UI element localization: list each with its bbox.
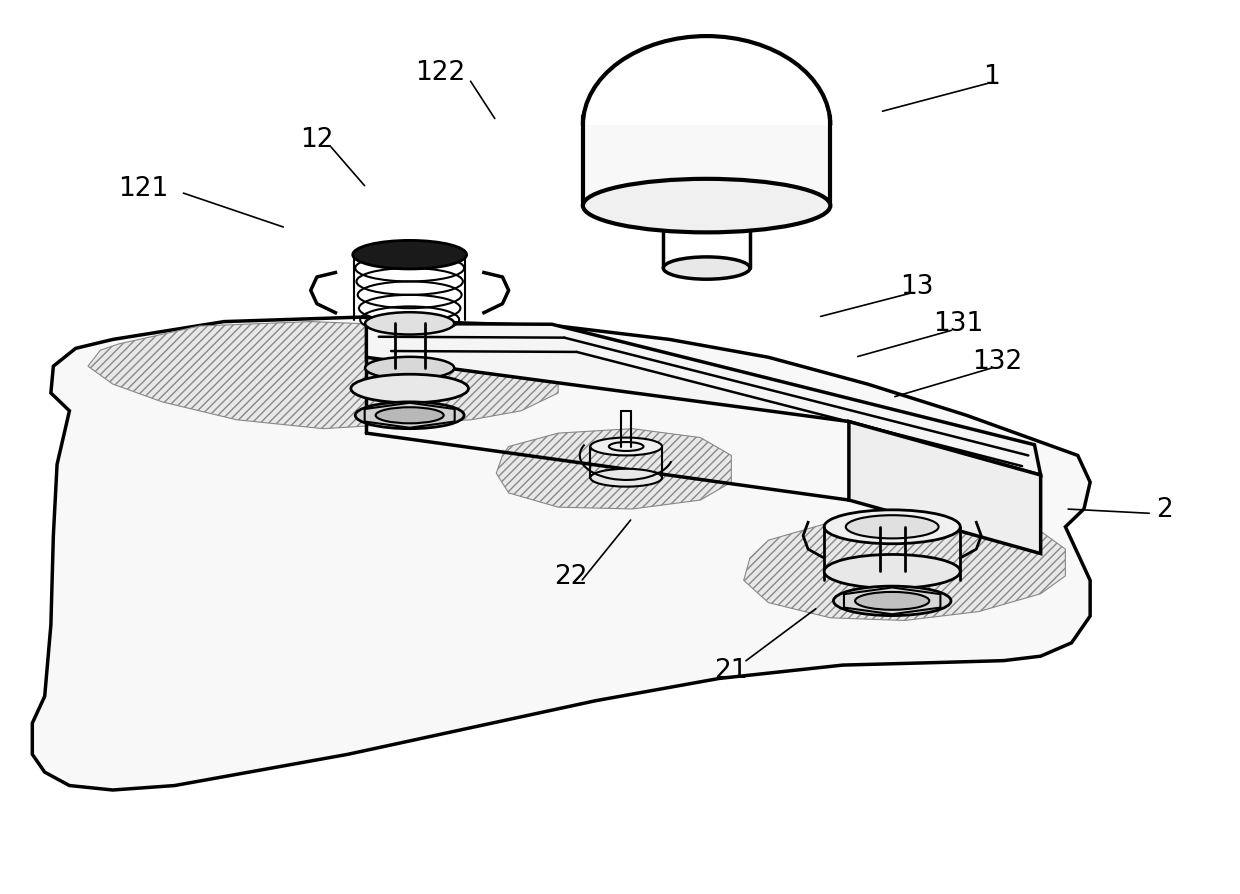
Polygon shape: [32, 317, 1090, 790]
Ellipse shape: [825, 555, 960, 589]
Text: 21: 21: [714, 657, 748, 683]
Text: 12: 12: [300, 127, 334, 153]
Text: 13: 13: [900, 274, 934, 299]
Ellipse shape: [583, 180, 831, 233]
Text: 131: 131: [932, 311, 983, 337]
Polygon shape: [744, 510, 1065, 620]
Ellipse shape: [663, 257, 750, 280]
Ellipse shape: [376, 408, 444, 424]
Polygon shape: [849, 422, 1040, 554]
Text: 2: 2: [1156, 496, 1173, 522]
Ellipse shape: [833, 586, 951, 616]
Text: 132: 132: [972, 349, 1023, 375]
Polygon shape: [88, 322, 558, 429]
Text: 122: 122: [415, 60, 466, 86]
Ellipse shape: [365, 313, 454, 335]
Ellipse shape: [590, 469, 662, 487]
Ellipse shape: [365, 358, 454, 380]
Polygon shape: [366, 324, 1040, 476]
Ellipse shape: [352, 241, 466, 270]
Polygon shape: [496, 429, 732, 510]
Text: 1: 1: [983, 64, 999, 90]
Ellipse shape: [856, 592, 929, 610]
Ellipse shape: [825, 510, 960, 544]
Text: 121: 121: [119, 175, 169, 201]
Ellipse shape: [353, 242, 465, 269]
Polygon shape: [583, 126, 831, 207]
Ellipse shape: [846, 516, 939, 539]
Ellipse shape: [355, 402, 464, 429]
Ellipse shape: [351, 375, 469, 403]
Ellipse shape: [590, 438, 662, 456]
Text: 22: 22: [554, 563, 588, 589]
